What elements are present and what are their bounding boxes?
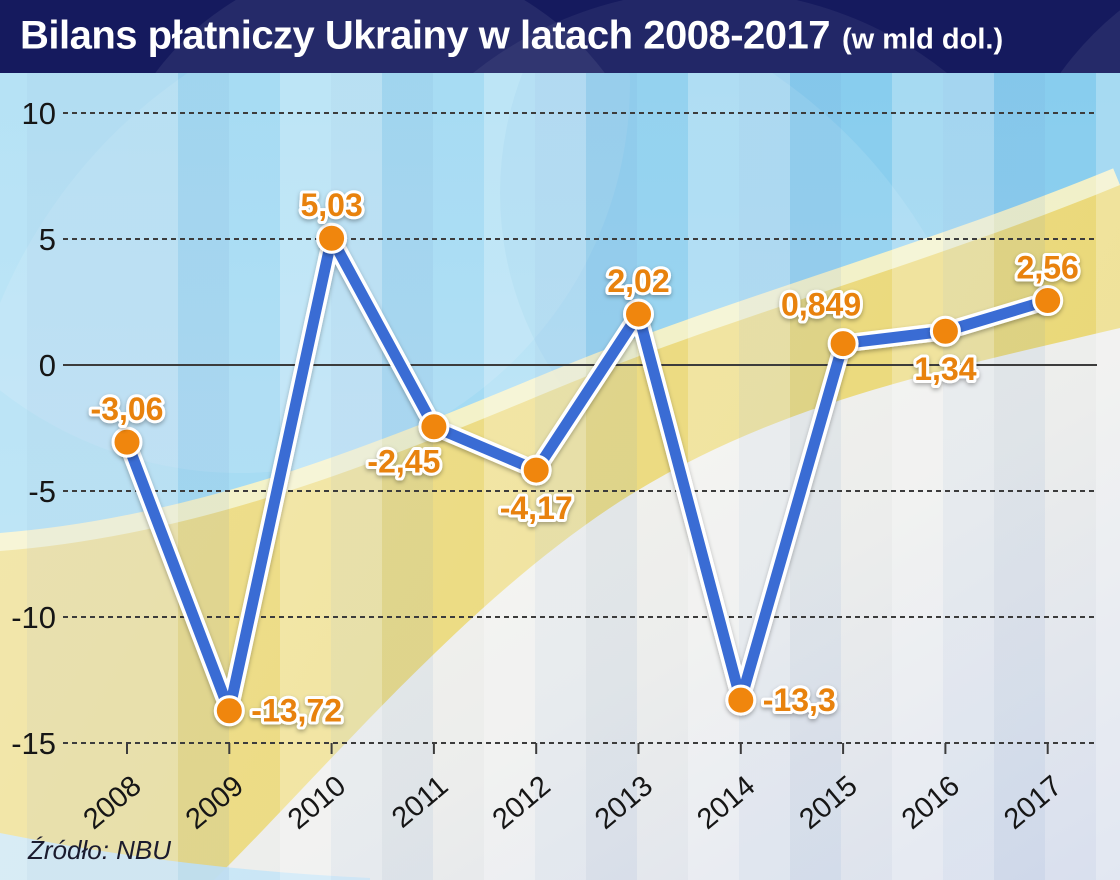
title-bar: Bilans płatniczy Ukrainy w latach 2008-2… (0, 0, 1120, 73)
data-label-2016: 1,34 (914, 351, 976, 387)
x-axis-label-2011: 2011 (386, 770, 454, 835)
stripe-overlay (0, 73, 1120, 880)
x-axis-label-2016: 2016 (896, 770, 966, 836)
data-point-2016 (929, 315, 961, 347)
data-point-2012 (520, 454, 552, 486)
x-axis-label-2013: 2013 (589, 770, 659, 836)
x-axis-label-2014: 2014 (691, 770, 761, 836)
data-point-2008 (111, 426, 143, 458)
x-axis-label-2008: 2008 (78, 770, 148, 836)
x-axis-label-2015: 2015 (794, 770, 864, 836)
chart-area: 10 5 0 -5 -10 -15 2008 2009 2010 2011 2012 2013 2014… (0, 73, 1120, 880)
data-label-2014: -13,3 (763, 682, 836, 718)
data-point-2010 (316, 222, 348, 254)
y-axis-label--10: -10 (11, 600, 56, 635)
series-line-casing (118, 229, 1057, 720)
x-axis-label-2009: 2009 (180, 770, 250, 836)
data-label-2012: -4,17 (500, 490, 573, 526)
data-label-2011: -2,45 (367, 444, 440, 480)
data-point-2014 (725, 684, 757, 716)
x-axis-label-2010: 2010 (282, 770, 352, 836)
data-point-2011 (418, 411, 450, 443)
y-axis-label-5: 5 (39, 222, 56, 257)
data-label-2015: 0,849 (781, 287, 861, 323)
source-note: Źródło: NBU (28, 835, 172, 865)
chart-unit-label: (w mld dol.) (842, 23, 1004, 56)
data-label-2008: -3,06 (91, 391, 164, 427)
x-axis-label-2017: 2017 (998, 770, 1068, 836)
page-title: Bilans płatniczy Ukrainy w latach 2008-2… (20, 13, 1003, 58)
x-axis-label-2012: 2012 (487, 770, 557, 836)
data-label-2010: 5,03 (300, 187, 362, 223)
data-point-2013 (623, 298, 654, 330)
series-line (121, 232, 1054, 717)
data-label-2017: 2,56 (1017, 249, 1079, 285)
data-point-2015 (827, 328, 859, 360)
chart-title: Bilans płatniczy Ukrainy w latach 2008-2… (20, 13, 831, 58)
data-point-2009 (213, 695, 245, 727)
y-axis-label-10: 10 (22, 96, 56, 131)
y-axis-label--5: -5 (28, 474, 56, 509)
balance-line-chart: 10 5 0 -5 -10 -15 2008 2009 2010 2011 2012 2013 2014… (11, 96, 1097, 836)
data-label-2013: 2,02 (607, 263, 669, 299)
y-axis-label-0: 0 (39, 348, 56, 383)
data-label-2009: -13,72 (251, 693, 342, 729)
header-circle-decoration (1000, 0, 1120, 73)
y-axis-label--15: -15 (11, 726, 56, 761)
data-point-2017 (1032, 284, 1064, 316)
